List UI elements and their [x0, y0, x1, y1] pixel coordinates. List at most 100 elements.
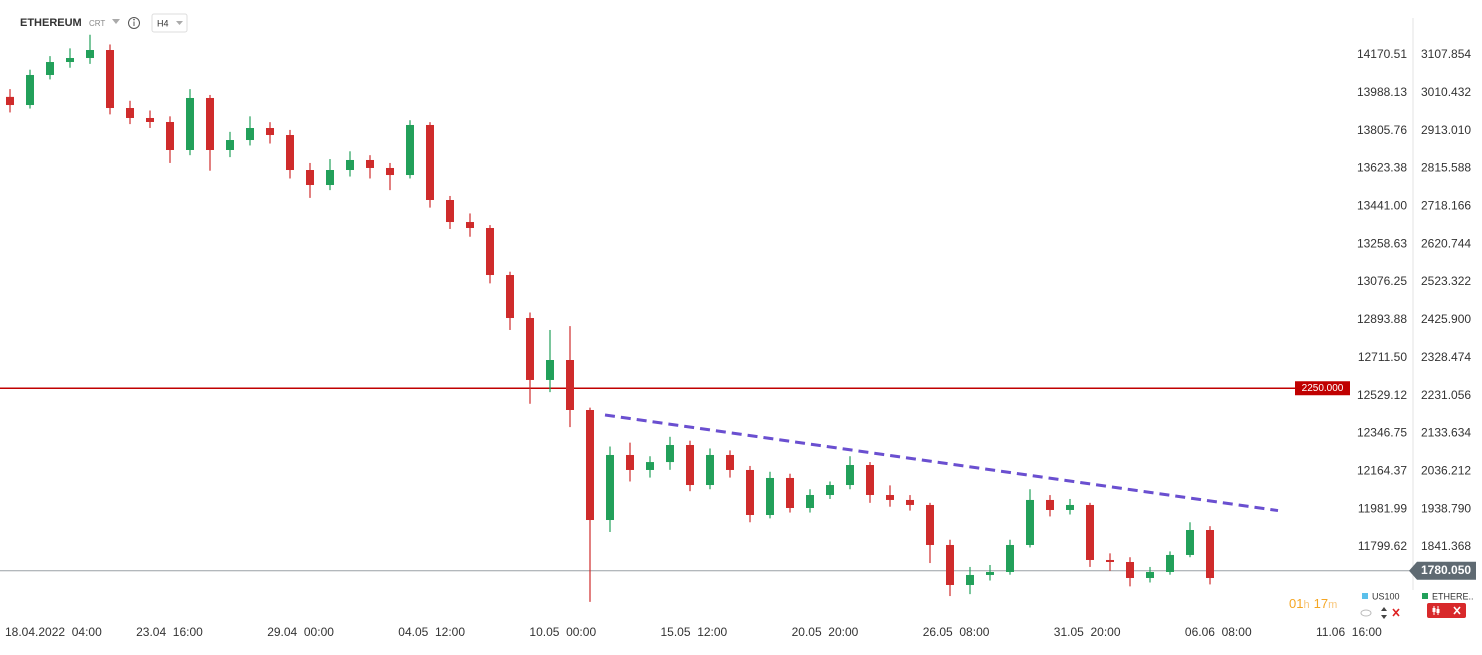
eye-icon[interactable] [1360, 609, 1372, 617]
candle-body [1066, 504, 1074, 510]
move-icon[interactable] [1381, 607, 1387, 619]
candle-body [726, 454, 734, 470]
y2-tick-label: 13988.13 [1357, 85, 1407, 99]
timer-h: h [1303, 599, 1309, 611]
candle-body [1126, 562, 1134, 579]
candle-timer: 01h 17m [1289, 596, 1337, 611]
candle-body [1086, 504, 1094, 560]
candle-body [746, 469, 754, 515]
candle-body [566, 360, 574, 410]
info-icon[interactable] [128, 17, 140, 29]
candle-body [1146, 571, 1154, 579]
candle-body [446, 199, 454, 223]
x-tick-label: 26.05 08:00 [923, 625, 990, 639]
close-icon[interactable] [1453, 606, 1461, 615]
symbol[interactable]: ETHEREUM [20, 17, 82, 29]
candle-body [186, 97, 194, 151]
candle-body [166, 121, 174, 151]
legend-swatch [1362, 593, 1368, 599]
candle-body [246, 128, 254, 141]
timer-hours: 01 [1289, 596, 1303, 611]
symbol-type: CRT [89, 19, 105, 28]
candle-body [1006, 544, 1014, 572]
y-tick-label: 2133.634 [1421, 426, 1471, 440]
x-tick-label: 10.05 00:00 [529, 625, 596, 639]
candle-body [26, 74, 34, 106]
candle-body [506, 275, 514, 319]
active-series-box[interactable] [1427, 603, 1466, 618]
candle-icon-body [1432, 608, 1436, 612]
candle-body [286, 135, 294, 171]
y-tick-label: 2815.588 [1421, 161, 1471, 175]
y-tick-label: 2036.212 [1421, 463, 1471, 477]
close-icon[interactable] [1392, 608, 1400, 617]
y2-tick-label: 12346.75 [1357, 426, 1407, 440]
y-tick-label: 1841.368 [1421, 539, 1471, 553]
candle-body [966, 574, 974, 585]
candle-body [226, 140, 234, 151]
timer-minutes: 17 [1314, 596, 1328, 611]
legend-swatch [1422, 593, 1428, 599]
candle-body [326, 170, 334, 186]
candle-body [106, 50, 114, 109]
interval[interactable]: H4 [157, 18, 169, 28]
y2-tick-label: 13076.25 [1357, 274, 1407, 288]
candle-body [846, 465, 854, 486]
candle-body [1206, 529, 1214, 579]
candle-body [646, 462, 654, 470]
candle-icon-body [1436, 609, 1440, 613]
candle-body [366, 159, 374, 168]
y-tick-label: 3010.432 [1421, 85, 1471, 99]
y2-tick-label: 12529.12 [1357, 388, 1407, 402]
trend-line [604, 413, 1279, 513]
candle-body [706, 454, 714, 486]
y-tick-label: 2328.474 [1421, 350, 1471, 364]
y2-tick-label: 12711.50 [1358, 350, 1407, 364]
candle-body [266, 128, 274, 136]
y2-tick-label: 14170.51 [1357, 47, 1407, 61]
candle-body [606, 454, 614, 521]
candle-body [866, 465, 874, 495]
last-price-box [1409, 561, 1476, 580]
candle-body [886, 494, 894, 500]
candle-body [346, 159, 354, 171]
x-tick-label: 11.06 16:00 [1316, 625, 1382, 639]
y2-tick-label: 11799.62 [1358, 539, 1407, 553]
y2-tick-label: 13258.63 [1357, 236, 1407, 250]
y-tick-label: 2718.166 [1421, 199, 1471, 213]
y2-tick-label: 12893.88 [1357, 312, 1407, 326]
y2-tick-label: 12164.37 [1357, 463, 1407, 477]
dropdown-arrow[interactable] [112, 19, 120, 24]
y-tick-label: 1938.790 [1421, 501, 1471, 515]
x-tick-label: 18.04.2022 04:00 [5, 625, 102, 639]
candle-body [1166, 554, 1174, 572]
x-tick-label: 31.05 20:00 [1054, 625, 1121, 639]
candle-body [126, 108, 134, 118]
candle-body [826, 485, 834, 495]
candle-body [146, 117, 154, 122]
candle-body [386, 167, 394, 176]
candle-body [426, 124, 434, 200]
info-icon-dot [133, 18, 135, 21]
y-tick-label: 3107.854 [1421, 47, 1471, 61]
candle-body [766, 477, 774, 515]
candle-body [626, 454, 634, 470]
candle-body [86, 50, 94, 59]
candle-body [486, 228, 494, 276]
candle-body [206, 97, 214, 151]
x-tick-label: 20.05 20:00 [792, 625, 859, 639]
legend-label: US100 [1372, 591, 1400, 601]
level-label-box [1295, 381, 1350, 396]
y-tick-label: 2913.010 [1421, 123, 1471, 137]
level-label: 2250.000 [1302, 383, 1344, 394]
candle-body [1046, 499, 1054, 510]
y-tick-label: 2425.900 [1421, 312, 1471, 326]
y2-tick-label: 11981.99 [1358, 501, 1407, 515]
candle-body [6, 96, 14, 106]
candle-body [46, 62, 54, 75]
interval-box[interactable] [151, 13, 188, 33]
y2-tick-label: 13805.76 [1357, 123, 1407, 137]
x-tick-label: 15.05 12:00 [661, 625, 728, 639]
